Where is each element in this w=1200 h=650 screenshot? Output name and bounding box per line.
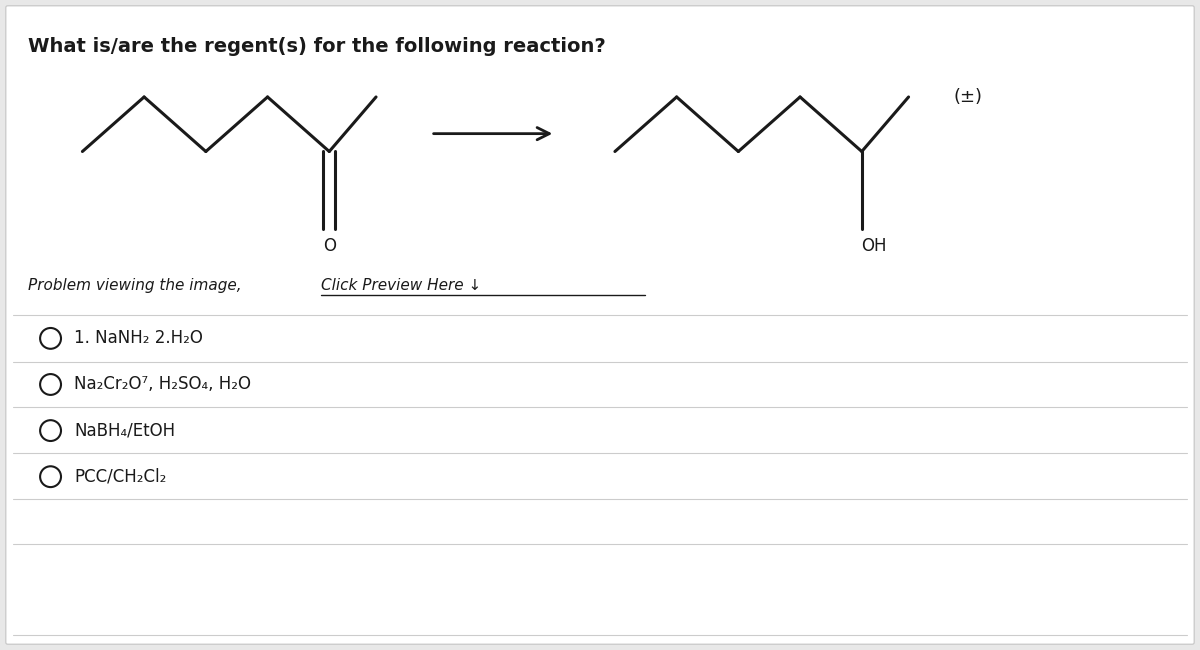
Text: PCC/CH₂Cl₂: PCC/CH₂Cl₂ (74, 468, 167, 486)
Text: 1. NaNH₂ 2.H₂O: 1. NaNH₂ 2.H₂O (74, 330, 203, 347)
Text: (±): (±) (953, 88, 983, 106)
Text: What is/are the regent(s) for the following reaction?: What is/are the regent(s) for the follow… (28, 38, 606, 57)
Text: Na₂Cr₂O⁷, H₂SO₄, H₂O: Na₂Cr₂O⁷, H₂SO₄, H₂O (74, 376, 252, 393)
Text: NaBH₄/EtOH: NaBH₄/EtOH (74, 422, 175, 439)
FancyBboxPatch shape (6, 6, 1194, 644)
Text: Click Preview Here ↓: Click Preview Here ↓ (322, 278, 481, 293)
Text: O: O (323, 237, 336, 255)
Text: OH: OH (860, 237, 887, 255)
Text: Problem viewing the image,: Problem viewing the image, (28, 278, 246, 293)
